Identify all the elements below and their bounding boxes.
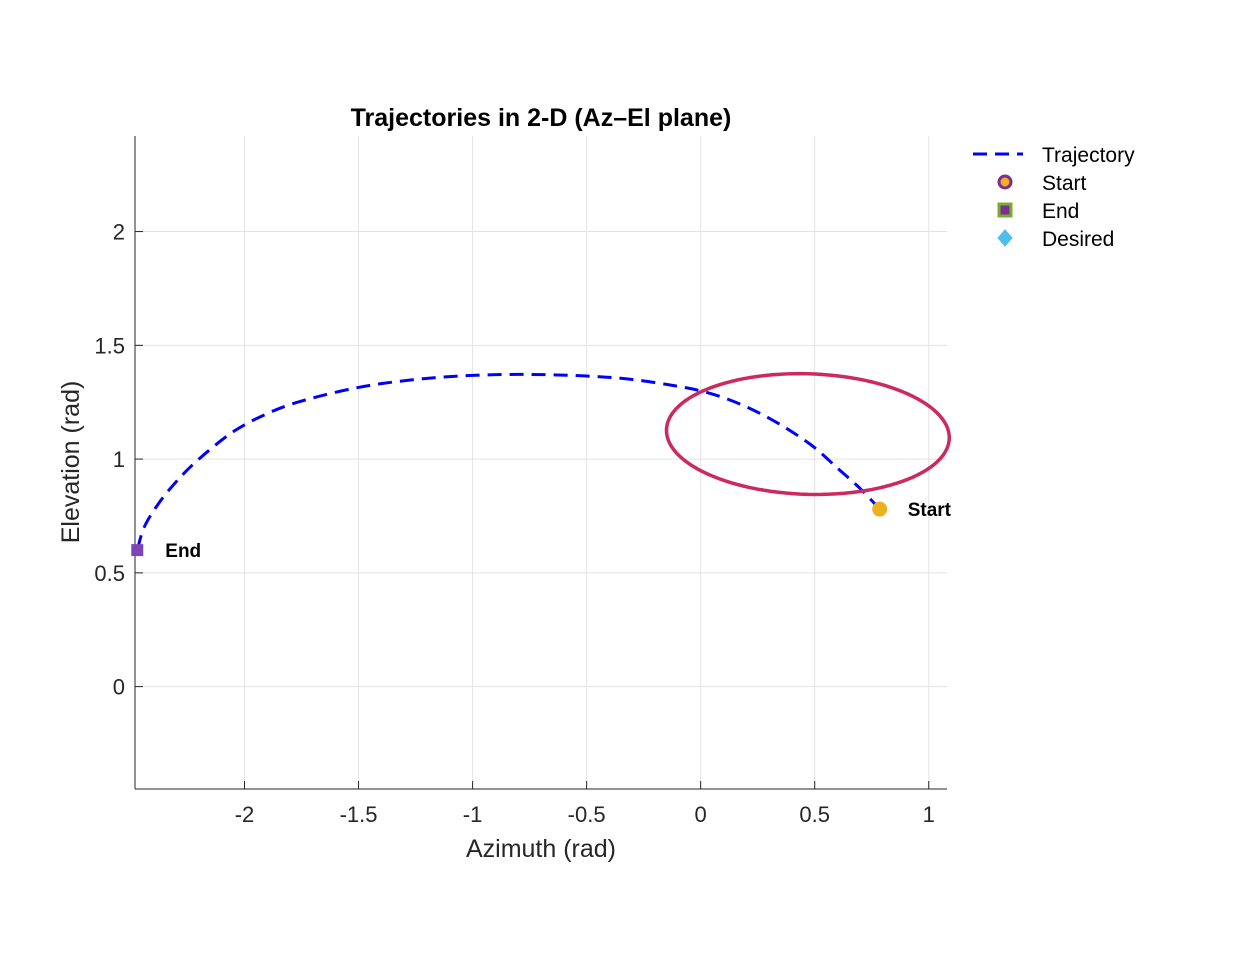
series-layer [135, 371, 952, 551]
legend-label-start: Start [1042, 172, 1087, 195]
legend-swatch-start [997, 174, 1013, 190]
legend-label-trajectory: Trajectory [1042, 144, 1135, 167]
series-trajectory-line [135, 372, 881, 551]
x-tick-label: -0.5 [568, 802, 606, 827]
y-axis-label: Elevation (rad) [57, 381, 85, 544]
series-desired-line [664, 371, 952, 497]
marker-layer: Start End [131, 500, 952, 562]
marker-label-end: End [165, 541, 201, 562]
grid [135, 136, 947, 789]
y-tick-label: 1 [113, 447, 125, 472]
x-axis-label: Azimuth (rad) [466, 835, 616, 863]
y-tick-label: 0 [113, 675, 125, 700]
x-tick-label: 0.5 [799, 802, 830, 827]
legend-label-end: End [1042, 200, 1079, 223]
x-tick-label: -2 [235, 802, 255, 827]
marker-label-start: Start [908, 500, 952, 521]
y-tick-label: 1.5 [94, 333, 125, 358]
marker-start [872, 501, 888, 517]
x-tick-label: -1.5 [340, 802, 378, 827]
chart-title: Trajectories in 2-D (Az–El plane) [351, 104, 732, 132]
legend-swatch-desired [997, 229, 1013, 247]
x-tick-label: -1 [463, 802, 483, 827]
legend-label-desired: Desired [1042, 228, 1114, 251]
y-tick-label: 2 [113, 220, 125, 245]
marker-end [131, 544, 144, 557]
legend: Trajectory Start End Desired [973, 144, 1135, 251]
axes: -2 -1.5 -1 -0.5 0 0.5 1 0 0.5 1 1.5 2 [94, 136, 947, 827]
x-tick-label: 0 [695, 802, 707, 827]
y-tick-label: 0.5 [94, 561, 125, 586]
legend-swatch-end [997, 202, 1013, 218]
x-tick-label: 1 [923, 802, 935, 827]
